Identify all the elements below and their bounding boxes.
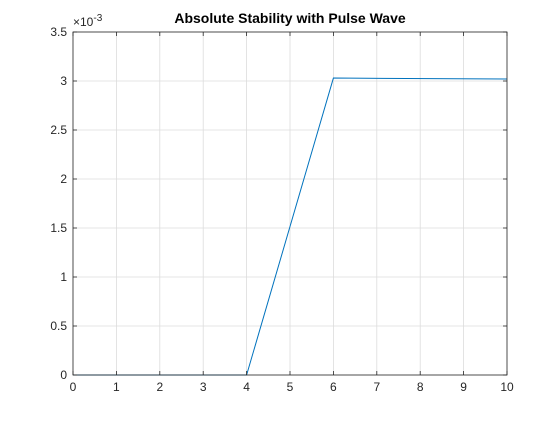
y-tick-label: 3 [60,74,67,88]
y-tick-label: 3.5 [50,25,67,39]
x-tick-label: 3 [200,380,207,394]
y-exponent-label: ×10-3 [73,13,103,29]
y-tick-label: 2 [60,172,67,186]
x-tick-label: 9 [460,380,467,394]
y-tick-label: 2.5 [50,123,67,137]
y-tick-label: 0 [60,368,67,382]
chart-title: Absolute Stability with Pulse Wave [174,10,406,26]
x-tick-label: 2 [156,380,163,394]
x-tick-label: 5 [287,380,294,394]
x-tick-label: 4 [243,380,250,394]
x-tick-label: 10 [500,380,514,394]
y-tick-label: 0.5 [50,319,67,333]
ticks: 0 1 2 3 4 5 6 7 8 9 10 0 0.5 1 1.5 2 2.5 3 3.5 [50,25,514,394]
x-tick-label: 0 [70,380,77,394]
x-tick-label: 6 [330,380,337,394]
y-tick-label: 1.5 [50,221,67,235]
y-exponent-base: ×10 [73,15,94,29]
x-tick-label: 8 [417,380,424,394]
x-tick-label: 1 [113,380,120,394]
x-tick-label: 7 [373,380,380,394]
y-tick-label: 1 [60,270,67,284]
y-exponent-power: -3 [93,13,102,24]
